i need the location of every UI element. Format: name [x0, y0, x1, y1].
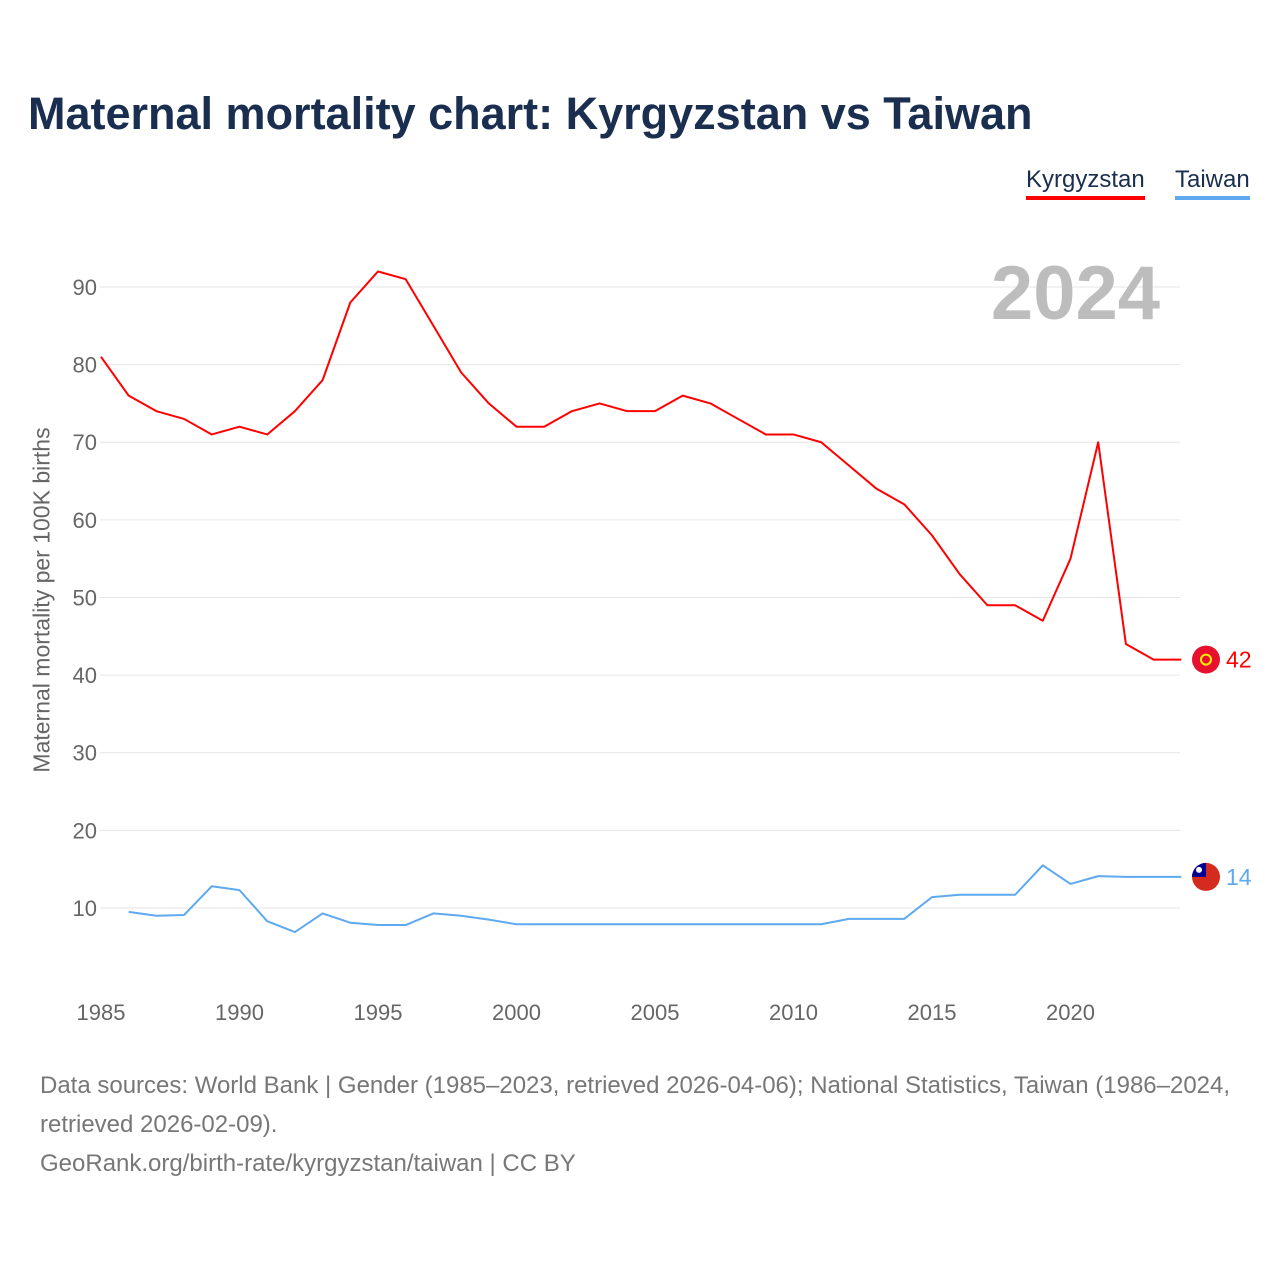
source-line: Data sources: World Bank | Gender (1985–… [40, 1072, 1231, 1138]
source-note: Data sources: World Bank | Gender (1985–… [40, 1066, 1240, 1183]
x-tick-label: 2010 [769, 1000, 818, 1025]
end-value-label: 14 [1226, 864, 1252, 890]
y-axis-label: Maternal mortality per 100K births [28, 427, 55, 773]
y-tick-label: 20 [73, 818, 97, 843]
x-tick-label: 2020 [1046, 1000, 1095, 1025]
x-tick-label: 1995 [354, 1000, 403, 1025]
x-tick-label: 1985 [77, 1000, 126, 1025]
y-tick-label: 70 [73, 430, 97, 455]
legend-taiwan[interactable]: Taiwan [1175, 166, 1250, 200]
y-tick-label: 30 [73, 741, 97, 766]
y-tick-label: 60 [73, 508, 97, 533]
y-tick-label: 10 [73, 896, 97, 921]
series-line-kyrgyzstan [100, 270, 1182, 661]
x-tick-label: 2015 [908, 1000, 957, 1025]
y-tick-label: 50 [73, 585, 97, 610]
sun-icon [1196, 866, 1202, 873]
source-url[interactable]: GeoRank.org/birth-rate/kyrgyzstan/taiwan… [40, 1150, 576, 1177]
year-label: 2024 [990, 251, 1160, 336]
y-tick-label: 90 [73, 275, 97, 300]
y-tick-label: 40 [73, 663, 97, 688]
flag-icon-kyrgyzstan [1192, 645, 1220, 674]
end-value-label: 42 [1226, 647, 1252, 673]
x-tick-label: 2000 [492, 1000, 541, 1025]
y-tick-label: 80 [73, 353, 97, 378]
plot-area: 10 20 30 40 50 60 70 80 90 1985 1990 1995 2000 2005 20… [73, 270, 1252, 1025]
legend-kyrgyzstan[interactable]: Kyrgyzstan [1026, 166, 1145, 200]
sun-icon [1200, 653, 1212, 666]
x-tick-label: 1990 [215, 1000, 264, 1025]
x-tick-label: 2005 [631, 1000, 680, 1025]
chart-title: Maternal mortality chart: Kyrgyzstan vs … [28, 88, 1033, 139]
series-line-taiwan [128, 864, 1182, 934]
